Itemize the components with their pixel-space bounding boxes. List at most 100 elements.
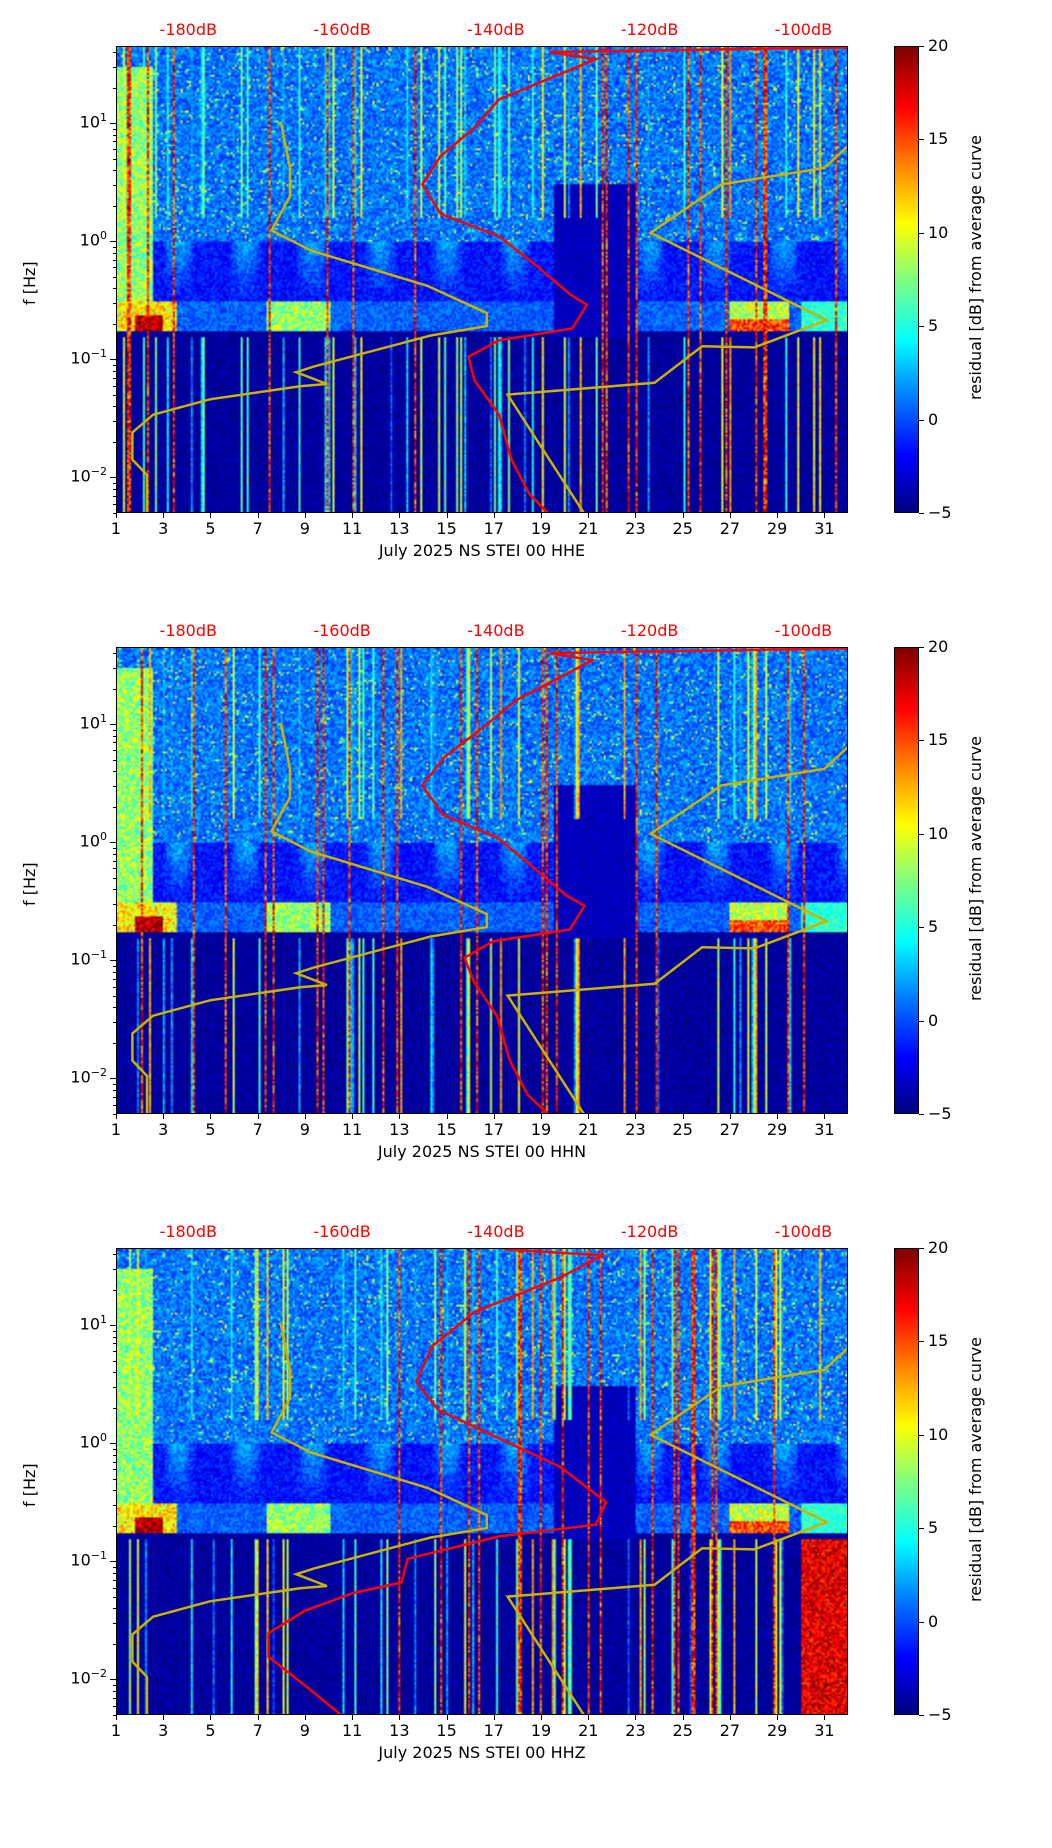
top-db-label: -160dB: [313, 621, 371, 640]
y-tick-exponent: −2: [90, 1667, 107, 1681]
x-tick-label: 21: [578, 519, 599, 538]
y-minor-tick: [113, 860, 116, 862]
x-tick-mark: [541, 1114, 543, 1119]
y-minor-tick: [113, 1254, 116, 1256]
y-minor-tick: [113, 1579, 116, 1581]
y-tick-base: 10: [79, 112, 100, 132]
y-minor-tick: [113, 1289, 116, 1291]
x-tick-mark: [304, 513, 306, 518]
top-db-label: -120dB: [620, 20, 679, 39]
y-minor-tick: [113, 1690, 116, 1692]
y-tick-mark: [110, 724, 116, 726]
y-minor-tick: [113, 995, 116, 997]
x-tick-label: 13: [389, 519, 410, 538]
spectrogram-plot-area: [116, 46, 848, 513]
x-tick-mark: [682, 513, 684, 518]
x-tick-mark: [446, 513, 448, 518]
y-minor-tick: [113, 1096, 116, 1098]
x-tick-label: 1: [110, 1120, 122, 1139]
y-tick-exponent: −2: [90, 465, 107, 479]
y-minor-tick: [113, 1572, 116, 1574]
y-minor-tick: [113, 771, 116, 773]
y-minor-tick: [113, 1490, 116, 1492]
x-tick-mark: [399, 513, 401, 518]
colorbar-tick-label: 5: [928, 917, 939, 937]
y-minor-tick: [113, 1089, 116, 1091]
x-tick-label: 7: [252, 1721, 263, 1740]
y-minor-tick: [113, 87, 116, 89]
y-axis-label: f [Hz]: [20, 1462, 39, 1507]
x-tick-mark: [635, 513, 637, 518]
colorbar-tick-mark: [919, 46, 924, 47]
top-db-label: -120dB: [620, 621, 679, 640]
y-minor-tick: [113, 877, 116, 879]
y-tick-mark: [110, 1443, 116, 1445]
x-tick-label: 27: [719, 1721, 741, 1740]
x-tick-label: 7: [252, 519, 263, 538]
y-minor-tick: [113, 742, 116, 744]
colorbar-tick-label: 5: [928, 1518, 939, 1538]
top-db-label: -140dB: [467, 621, 525, 640]
y-tick-label: 101: [80, 712, 107, 732]
y-tick-base: 10: [70, 1668, 91, 1688]
y-tick-label: 10−1: [70, 347, 107, 367]
x-tick-label: 19: [530, 1721, 552, 1740]
y-minor-tick: [113, 1104, 116, 1106]
y-minor-tick: [113, 1697, 116, 1699]
y-tick-mark: [110, 960, 116, 962]
x-tick-mark: [541, 1715, 543, 1720]
colorbar-tick-mark: [919, 647, 924, 648]
x-tick-label: 3: [158, 519, 169, 538]
y-minor-tick: [113, 134, 116, 136]
y-minor-tick: [113, 503, 116, 505]
x-tick-label: 31: [814, 1721, 835, 1740]
colorbar-tick-label: 20: [928, 36, 949, 55]
y-minor-tick: [113, 246, 116, 248]
curves-layer: [131, 1249, 847, 1714]
x-tick-mark: [257, 1715, 259, 1720]
y-minor-tick: [113, 889, 116, 891]
y-tick-mark: [110, 1679, 116, 1681]
spectrogram-panel-3: -180dB -160dB -140dB -120dB -100dB 1 3 5 7 9 11 13 1…: [0, 1222, 1052, 1848]
x-tick-mark: [352, 513, 354, 518]
y-minor-tick: [113, 128, 116, 130]
y-minor-tick: [113, 370, 116, 372]
colorbar-tick-label: 0: [928, 1611, 939, 1631]
low-noise-model-curve: [131, 121, 489, 512]
y-minor-tick: [113, 252, 116, 254]
y-minor-tick: [113, 1372, 116, 1374]
y-minor-tick: [113, 903, 116, 905]
y-tick-label: 101: [80, 1313, 107, 1333]
y-minor-tick: [113, 1643, 116, 1645]
x-tick-mark: [257, 513, 259, 518]
top-db-label: -120dB: [620, 1222, 679, 1241]
y-minor-tick: [113, 1007, 116, 1009]
x-tick-mark: [493, 513, 495, 518]
top-db-label: -180dB: [159, 1222, 217, 1241]
y-tick-base: 10: [79, 713, 100, 733]
colorbar-tick-label: −5: [928, 503, 952, 522]
y-minor-tick: [113, 513, 116, 514]
x-tick-label: 3: [158, 1120, 169, 1139]
y-tick-exponent: 0: [100, 830, 107, 844]
y-tick-exponent: −2: [90, 1066, 107, 1080]
y-minor-tick: [113, 1504, 116, 1506]
y-minor-tick: [113, 170, 116, 172]
x-tick-label: 9: [299, 519, 310, 538]
x-tick-mark: [352, 1715, 354, 1720]
colorbar-tick-label: 20: [928, 1238, 949, 1257]
y-axis-label: f [Hz]: [20, 861, 39, 906]
colorbar-tick-mark: [919, 833, 924, 835]
y-minor-tick: [113, 267, 116, 269]
y-minor-tick: [113, 1330, 116, 1332]
x-tick-label: 17: [483, 1721, 504, 1740]
spectrogram-panel-2: -180dB -160dB -140dB -120dB -100dB 1 3 5 7 9 11 13 1…: [0, 621, 1052, 1247]
y-tick-label: 10−2: [70, 1066, 107, 1086]
y-minor-tick: [113, 1360, 116, 1362]
y-tick-base: 10: [70, 348, 91, 368]
x-tick-label: 29: [766, 1120, 788, 1139]
x-tick-mark: [116, 1114, 117, 1119]
x-tick-mark: [399, 1715, 401, 1720]
y-minor-tick: [113, 785, 116, 787]
x-tick-mark: [824, 513, 826, 518]
